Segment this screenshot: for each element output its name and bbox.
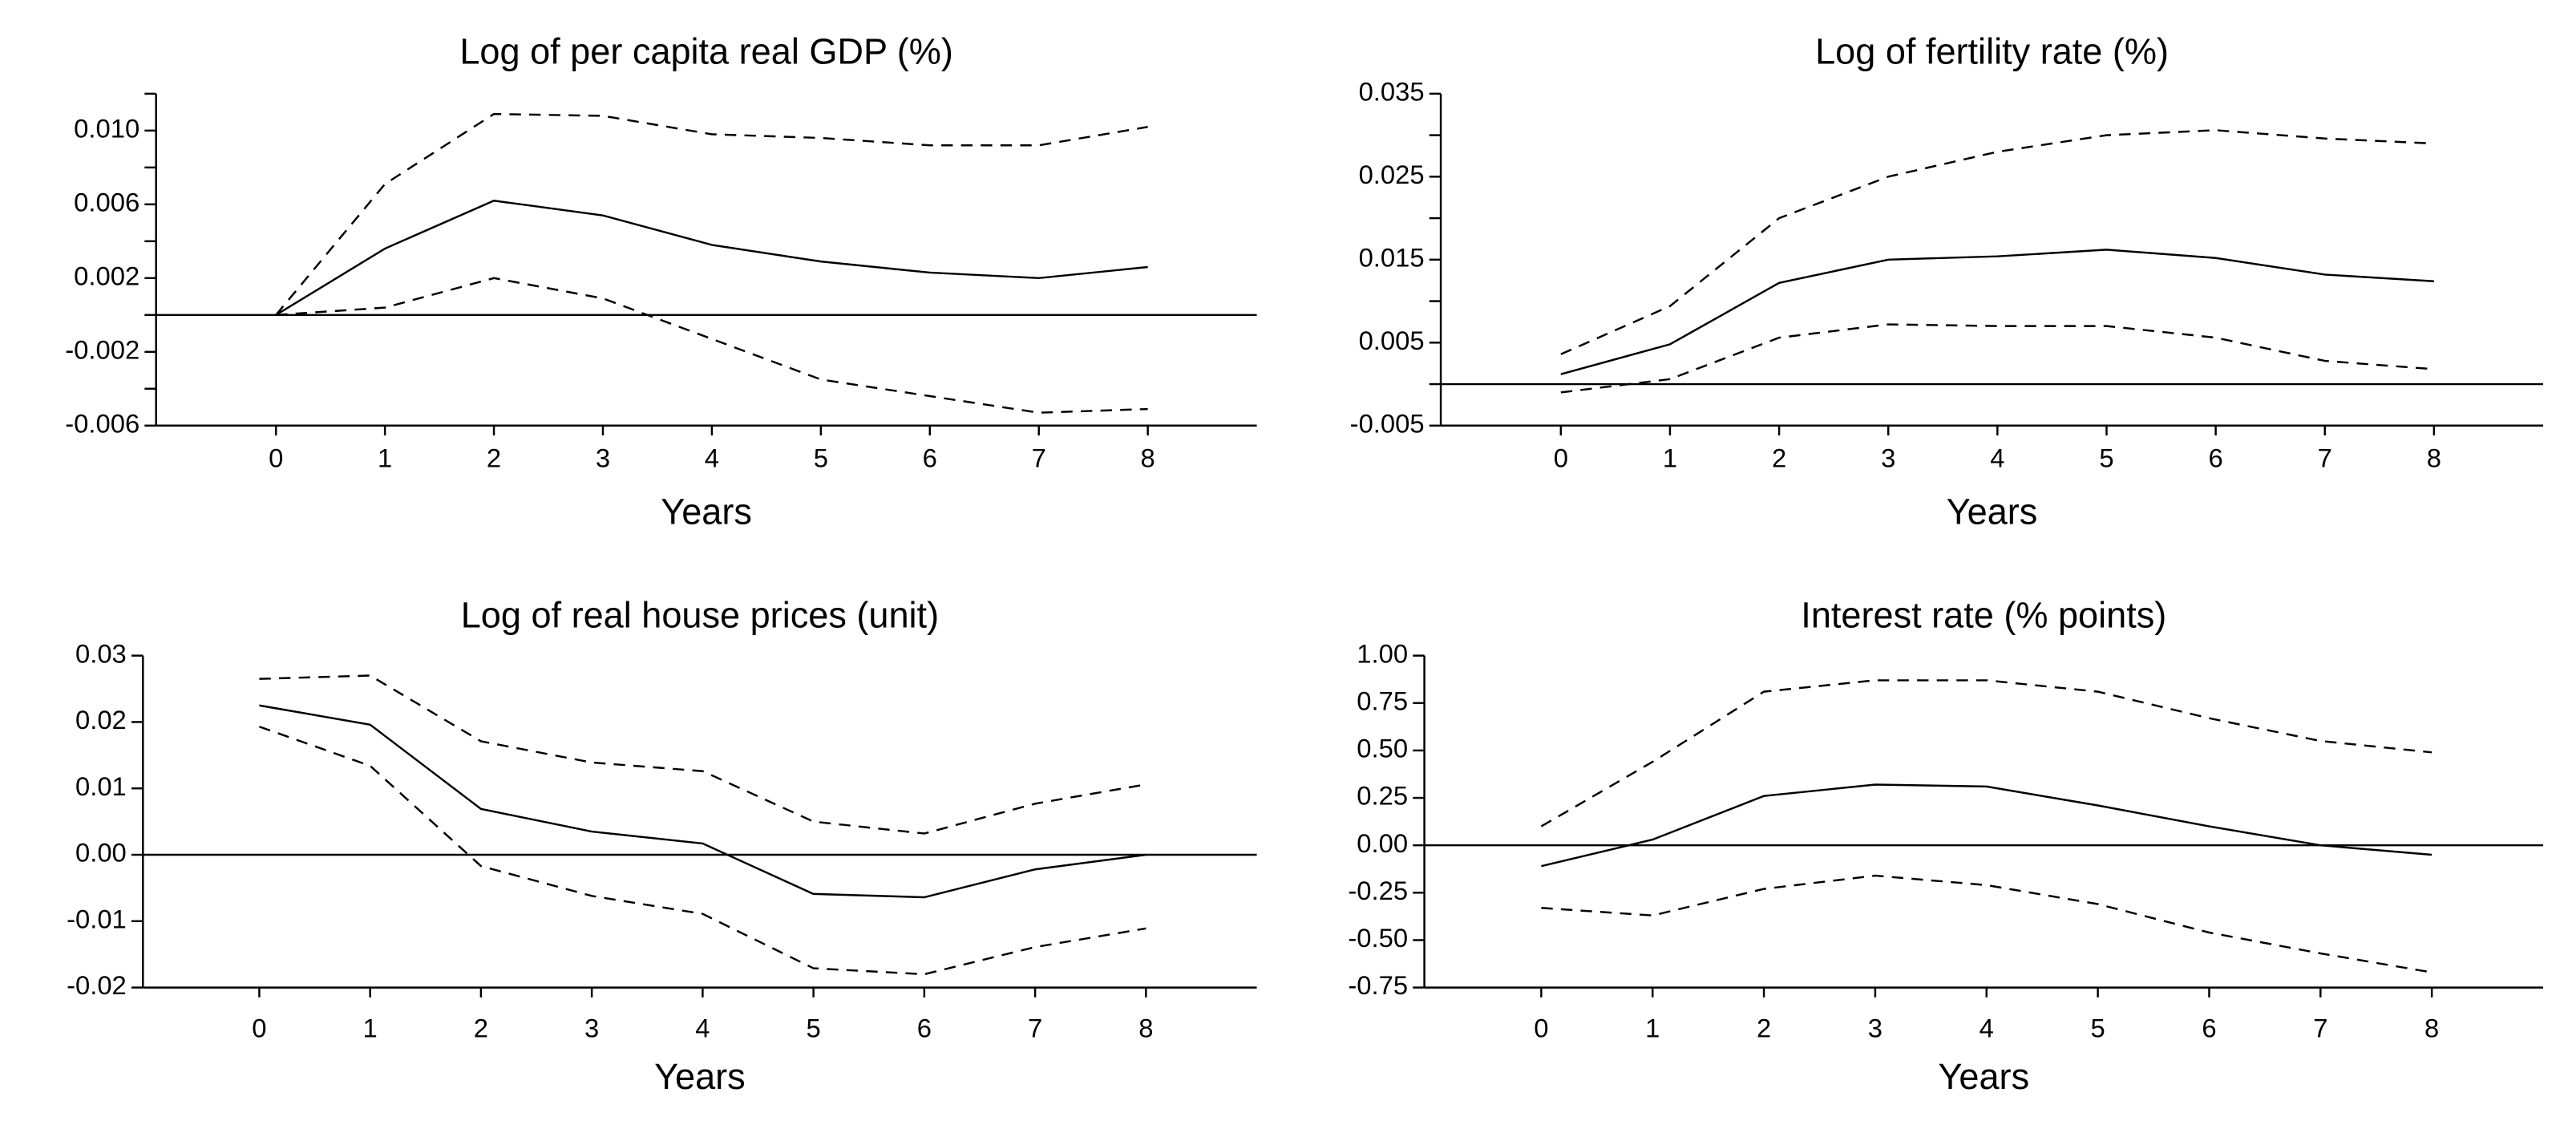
x-tick-label: 4 bbox=[695, 1014, 710, 1043]
x-axis-label: Years bbox=[661, 491, 752, 532]
x-tick-label: 0 bbox=[1554, 443, 1568, 472]
x-tick-label: 5 bbox=[2099, 443, 2113, 472]
x-tick-label: 5 bbox=[2091, 1014, 2105, 1043]
bound-line bbox=[259, 674, 1146, 835]
x-tick-label: 2 bbox=[487, 443, 501, 472]
x-tick-label: 0 bbox=[269, 443, 283, 472]
mean-line bbox=[259, 704, 1146, 899]
x-tick-label: 6 bbox=[923, 443, 937, 472]
y-tick-label: 0.00 bbox=[75, 838, 127, 868]
y-tick-label: -0.002 bbox=[65, 334, 140, 364]
y-tick-label: 0.25 bbox=[1357, 781, 1408, 811]
y-tick-label: -0.25 bbox=[1348, 876, 1408, 905]
y-tick-label: 0.75 bbox=[1357, 686, 1408, 715]
y-tick-label: -0.01 bbox=[67, 904, 127, 933]
x-tick-label: 8 bbox=[1138, 1014, 1153, 1043]
chart-title: Interest rate (% points) bbox=[1801, 594, 2166, 635]
bound-line bbox=[1560, 129, 2434, 355]
x-tick-label: 8 bbox=[1141, 443, 1155, 472]
x-tick-label: 3 bbox=[1868, 1014, 1882, 1043]
x-tick-label: 2 bbox=[1757, 1014, 1771, 1043]
x-tick-label: 5 bbox=[814, 443, 828, 472]
bound-line bbox=[275, 112, 1148, 316]
bound-line bbox=[1560, 323, 2434, 394]
x-axis-label: Years bbox=[654, 1056, 746, 1097]
x-tick-label: 7 bbox=[2313, 1014, 2327, 1043]
bound-line bbox=[1541, 874, 2432, 973]
chart-title: Log of fertility rate (%) bbox=[1815, 31, 2169, 72]
x-tick-label: 1 bbox=[1645, 1014, 1660, 1043]
x-axis-label: Years bbox=[1947, 491, 2038, 532]
mean-line bbox=[1541, 783, 2432, 868]
bound-line bbox=[1540, 679, 2432, 827]
panel: Log of real house prices (unit) Years 0.03… bbox=[67, 594, 1257, 1097]
y-tick-label: 0.01 bbox=[75, 771, 127, 801]
x-tick-label: 7 bbox=[1028, 1014, 1042, 1043]
x-tick-label: 4 bbox=[705, 443, 719, 472]
panel: Interest rate (% points) Years 1.00 0.75 0.5… bbox=[1348, 594, 2544, 1097]
y-tick-label: 1.00 bbox=[1357, 638, 1408, 668]
y-tick-label: 0.02 bbox=[75, 705, 127, 734]
y-tick-label: -0.50 bbox=[1348, 923, 1408, 953]
y-tick-label: 0.00 bbox=[1357, 828, 1408, 858]
y-tick-label: 0.035 bbox=[1359, 77, 1425, 107]
y-tick-label: 0.025 bbox=[1359, 160, 1425, 189]
bound-line bbox=[259, 726, 1146, 976]
x-tick-label: 6 bbox=[2202, 1014, 2216, 1043]
x-tick-label: 7 bbox=[2318, 443, 2332, 472]
x-tick-label: 0 bbox=[1534, 1014, 1548, 1043]
x-tick-label: 3 bbox=[584, 1014, 599, 1043]
x-tick-label: 6 bbox=[2208, 443, 2222, 472]
bound-line bbox=[276, 277, 1148, 414]
y-tick-label: 0.03 bbox=[75, 638, 127, 668]
panel: Log of fertility rate (%) Years 0.035 0.025… bbox=[1350, 31, 2544, 532]
x-tick-label: 8 bbox=[2424, 1014, 2439, 1043]
y-tick-label: 0.015 bbox=[1359, 242, 1425, 272]
chart-title: Log of per capita real GDP (%) bbox=[459, 31, 953, 72]
y-tick-label: 0.50 bbox=[1357, 734, 1408, 763]
x-tick-label: 1 bbox=[363, 1014, 378, 1043]
y-tick-label: -0.005 bbox=[1350, 408, 1425, 438]
x-tick-label: 5 bbox=[806, 1014, 820, 1043]
mean-line bbox=[275, 199, 1148, 316]
panel: Log of per capita real GDP (%) Years 0.010… bbox=[65, 31, 1257, 532]
y-tick-label: 0.010 bbox=[74, 114, 140, 144]
x-tick-label: 7 bbox=[1032, 443, 1046, 472]
x-tick-label: 4 bbox=[1980, 1014, 1994, 1043]
y-tick-label: 0.002 bbox=[74, 261, 140, 290]
x-tick-label: 3 bbox=[1881, 443, 1895, 472]
x-tick-label: 1 bbox=[1663, 443, 1677, 472]
x-tick-label: 1 bbox=[378, 443, 392, 472]
x-tick-label: 8 bbox=[2427, 443, 2441, 472]
x-tick-label: 6 bbox=[917, 1014, 932, 1043]
x-axis-label: Years bbox=[1938, 1056, 2029, 1097]
y-tick-label: 0.005 bbox=[1359, 326, 1425, 355]
mean-line bbox=[1560, 249, 2434, 375]
x-tick-label: 3 bbox=[596, 443, 610, 472]
y-tick-label: -0.02 bbox=[67, 970, 127, 1000]
x-tick-label: 2 bbox=[474, 1014, 488, 1043]
y-tick-label: -0.75 bbox=[1348, 970, 1408, 1000]
chart-title: Log of real house prices (unit) bbox=[461, 594, 939, 635]
y-tick-label: -0.006 bbox=[65, 408, 140, 438]
x-tick-label: 2 bbox=[1772, 443, 1786, 472]
x-tick-label: 4 bbox=[1990, 443, 2004, 472]
x-tick-label: 0 bbox=[252, 1014, 266, 1043]
y-tick-label: 0.006 bbox=[74, 187, 140, 216]
